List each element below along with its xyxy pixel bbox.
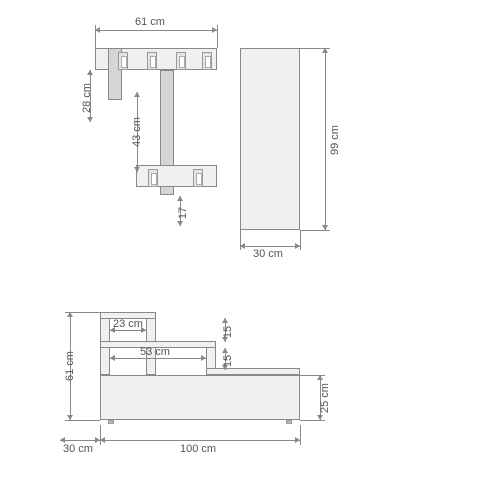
- cabinet-panel: [240, 48, 300, 230]
- arrow-icon: [134, 92, 140, 97]
- dim-shelf1: 23 cm: [113, 318, 143, 330]
- foot-icon: [286, 420, 292, 424]
- ext-line: [95, 25, 96, 48]
- dim-shelf2: 53 cm: [140, 346, 170, 358]
- base-cabinet: [100, 375, 300, 420]
- dim-line: [100, 440, 300, 441]
- dim-line: [110, 358, 206, 359]
- hook-icon: [202, 52, 212, 70]
- dim-rack-h: 43 cm: [131, 117, 143, 147]
- dim-line: [60, 440, 100, 441]
- ext-line: [217, 25, 218, 48]
- dim-step2: 15: [222, 355, 234, 367]
- ext-line: [300, 230, 301, 250]
- dim-base-h: 25 cm: [319, 383, 331, 413]
- dim-lower-h: 17: [177, 207, 189, 219]
- ext-line: [300, 425, 301, 445]
- dim-line: [240, 246, 300, 247]
- arrow-icon: [177, 196, 183, 201]
- hook-icon: [148, 169, 158, 187]
- hook-icon: [193, 169, 203, 187]
- shelf-right: [206, 368, 300, 375]
- arrow-icon: [222, 318, 228, 323]
- dim-bottom-width: 100 cm: [180, 443, 216, 455]
- ext-line: [300, 375, 325, 376]
- ext-line: [300, 48, 330, 49]
- dim-bottom-depth: 30 cm: [63, 443, 93, 455]
- arrow-icon: [95, 437, 100, 443]
- ext-line: [100, 425, 101, 445]
- dim-bottom-height: 61 cm: [64, 351, 76, 381]
- ext-line: [300, 420, 325, 421]
- dim-rack-w: 28 cm: [81, 83, 93, 113]
- dim-line: [95, 30, 217, 31]
- arrow-icon: [87, 117, 93, 122]
- arrow-icon: [201, 355, 206, 361]
- arrow-icon: [177, 221, 183, 226]
- ext-line: [300, 230, 330, 231]
- dim-cabinet-width: 30 cm: [253, 248, 283, 260]
- arrow-icon: [110, 355, 115, 361]
- dim-top-width: 61 cm: [135, 16, 165, 28]
- dim-step1: 15: [222, 326, 234, 338]
- hook-icon: [176, 52, 186, 70]
- drawing-stage: 61 cm 99 cm 30 cm 28 cm 43 cm 17: [0, 0, 500, 500]
- ext-line: [240, 230, 241, 250]
- ext-line: [65, 420, 100, 421]
- arrow-icon: [222, 348, 228, 353]
- hook-icon: [147, 52, 157, 70]
- arrow-icon: [87, 70, 93, 75]
- dim-line: [325, 48, 326, 230]
- foot-icon: [108, 420, 114, 424]
- ext-line: [65, 312, 100, 313]
- arrow-icon: [134, 167, 140, 172]
- dim-top-height: 99 cm: [329, 125, 341, 155]
- hook-icon: [118, 52, 128, 70]
